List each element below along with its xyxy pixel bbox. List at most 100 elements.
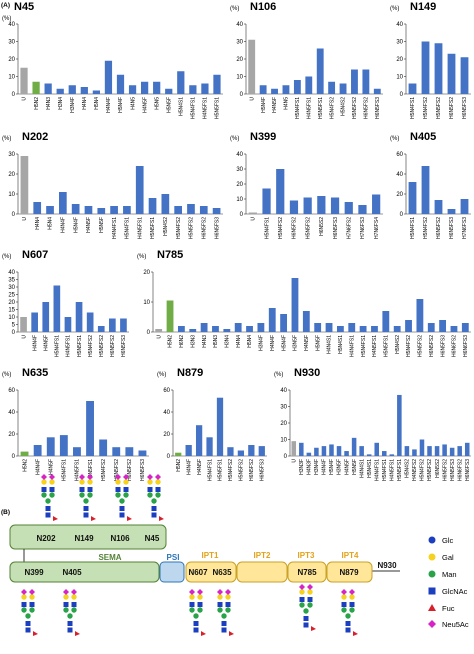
x-tick-label: H5N5FS2 (189, 217, 195, 239)
x-tick-label: H4N4 (35, 217, 41, 230)
x-tick-label: H5N5F (99, 217, 105, 233)
legend-label: Glc (442, 536, 454, 545)
bar (397, 394, 402, 456)
site-label: N879 (339, 568, 359, 577)
bar (439, 320, 447, 332)
bar (330, 197, 340, 214)
y-axis-label: (%) (230, 6, 239, 12)
panel-label: (B) (1, 509, 10, 516)
y-tick-label: 30 (236, 167, 243, 173)
y-tick-label: 0 (147, 330, 151, 336)
bar-chart: N879 (%) 0 20 40 60 H5N2 H4N4F H4N5F H5N4FS1 H5N5F… (157, 367, 267, 481)
bar (344, 202, 353, 214)
y-tick-label: 40 (8, 22, 15, 28)
x-tick-label: H5N5F (166, 97, 172, 113)
y-axis-label: (%) (2, 372, 11, 378)
bar (213, 74, 221, 94)
bar (46, 437, 55, 456)
panel-label: (A) (1, 2, 10, 9)
y-axis-label: (%) (274, 372, 283, 378)
x-tick-label: H5N4FS1 (125, 217, 131, 239)
y-axis-label: (%) (390, 6, 399, 12)
y-tick-label: 0 (400, 212, 404, 218)
site-label: N405 (62, 568, 82, 577)
bar (314, 323, 322, 332)
y-tick-label: 20 (8, 432, 15, 438)
x-tick-label: H5N4F (261, 97, 267, 113)
legend-icon (428, 587, 436, 595)
x-tick-label: H5N4FS2 (176, 217, 182, 239)
x-tick-label: U (21, 335, 27, 339)
x-tick-label: H4N5F (344, 459, 350, 475)
bar (246, 326, 253, 332)
x-tick-label: H6N5FS3 (214, 217, 220, 239)
legend-icon (428, 620, 436, 628)
bar (302, 311, 310, 332)
x-tick-label: H5N4FS2 (278, 217, 284, 239)
bar (86, 401, 94, 456)
chart-title: N106 (250, 1, 276, 13)
x-tick-label: H4N4F (35, 459, 41, 475)
bar (259, 85, 267, 94)
x-tick-label: U (251, 217, 257, 221)
bar (33, 202, 42, 214)
bar (408, 83, 417, 94)
x-tick-label: H3N3 (190, 335, 196, 348)
x-tick-label: H4N5FS1 (203, 97, 209, 119)
bar (59, 192, 67, 214)
x-tick-label: H5N5FS2 (352, 97, 358, 119)
y-tick-label: 20 (396, 192, 403, 198)
bar (120, 318, 127, 332)
site-label: N202 (36, 534, 56, 543)
x-tick-label: H5N4S2 (395, 335, 401, 354)
y-tick-label: 40 (8, 410, 15, 416)
bar (161, 194, 170, 214)
x-tick-label: H4N4 (82, 97, 88, 110)
bar (212, 326, 219, 332)
ipt-domain (185, 561, 237, 583)
bar (71, 204, 80, 214)
bar (434, 446, 440, 456)
y-tick-label: 0 (12, 92, 16, 98)
bar (104, 60, 113, 94)
x-tick-label: H5N4FS2 (329, 97, 335, 119)
x-tick-label: H4N4FS1 (112, 217, 118, 239)
x-tick-label: H6N5S2 (435, 459, 441, 478)
bar (408, 182, 417, 214)
bar (276, 169, 285, 214)
x-tick-label: H5N5FS2 (305, 217, 311, 239)
bar (20, 67, 28, 94)
bar (138, 450, 147, 456)
x-tick-label: H3N4F (259, 335, 265, 351)
bar (449, 447, 455, 456)
domain-label: PSI (167, 553, 180, 562)
y-tick-label: 0 (400, 92, 404, 98)
bar (148, 198, 157, 214)
y-tick-label: 15 (8, 308, 15, 314)
x-tick-label: H5N4F (118, 97, 124, 113)
bar (291, 278, 299, 332)
x-tick-label: H5N5FS1 (318, 97, 324, 119)
y-tick-label: 20 (236, 57, 243, 63)
bar (53, 285, 61, 332)
bar-chart: N405 (%) 0 20 40 60 H5N4FS1 H5N4FS2 H6N5FS2 H6N5F… (390, 131, 471, 239)
bar-chart: N202 (%) 0 10 20 30 U H4N4 H5N4 H4N4F H5N4F H4N5F H5… (2, 131, 223, 239)
x-tick-label: H5N4FS2 (423, 217, 429, 239)
x-tick-label: H5N4F (73, 217, 79, 233)
bar (20, 451, 29, 456)
domain-label: SEMA (98, 553, 121, 562)
bar (348, 323, 356, 332)
legend-label: Gal (442, 553, 454, 562)
bar (289, 200, 299, 214)
chart-title: N635 (22, 367, 48, 379)
bar (216, 397, 224, 456)
x-tick-label: H4N5FS1 (137, 217, 143, 239)
bar (427, 323, 435, 332)
y-tick-label: 0 (240, 212, 244, 218)
y-tick-label: 0 (284, 454, 288, 460)
x-tick-label: H4N5FS1 (372, 335, 378, 357)
bar (366, 454, 372, 456)
bar (187, 204, 195, 214)
x-tick-label: U (291, 459, 297, 463)
